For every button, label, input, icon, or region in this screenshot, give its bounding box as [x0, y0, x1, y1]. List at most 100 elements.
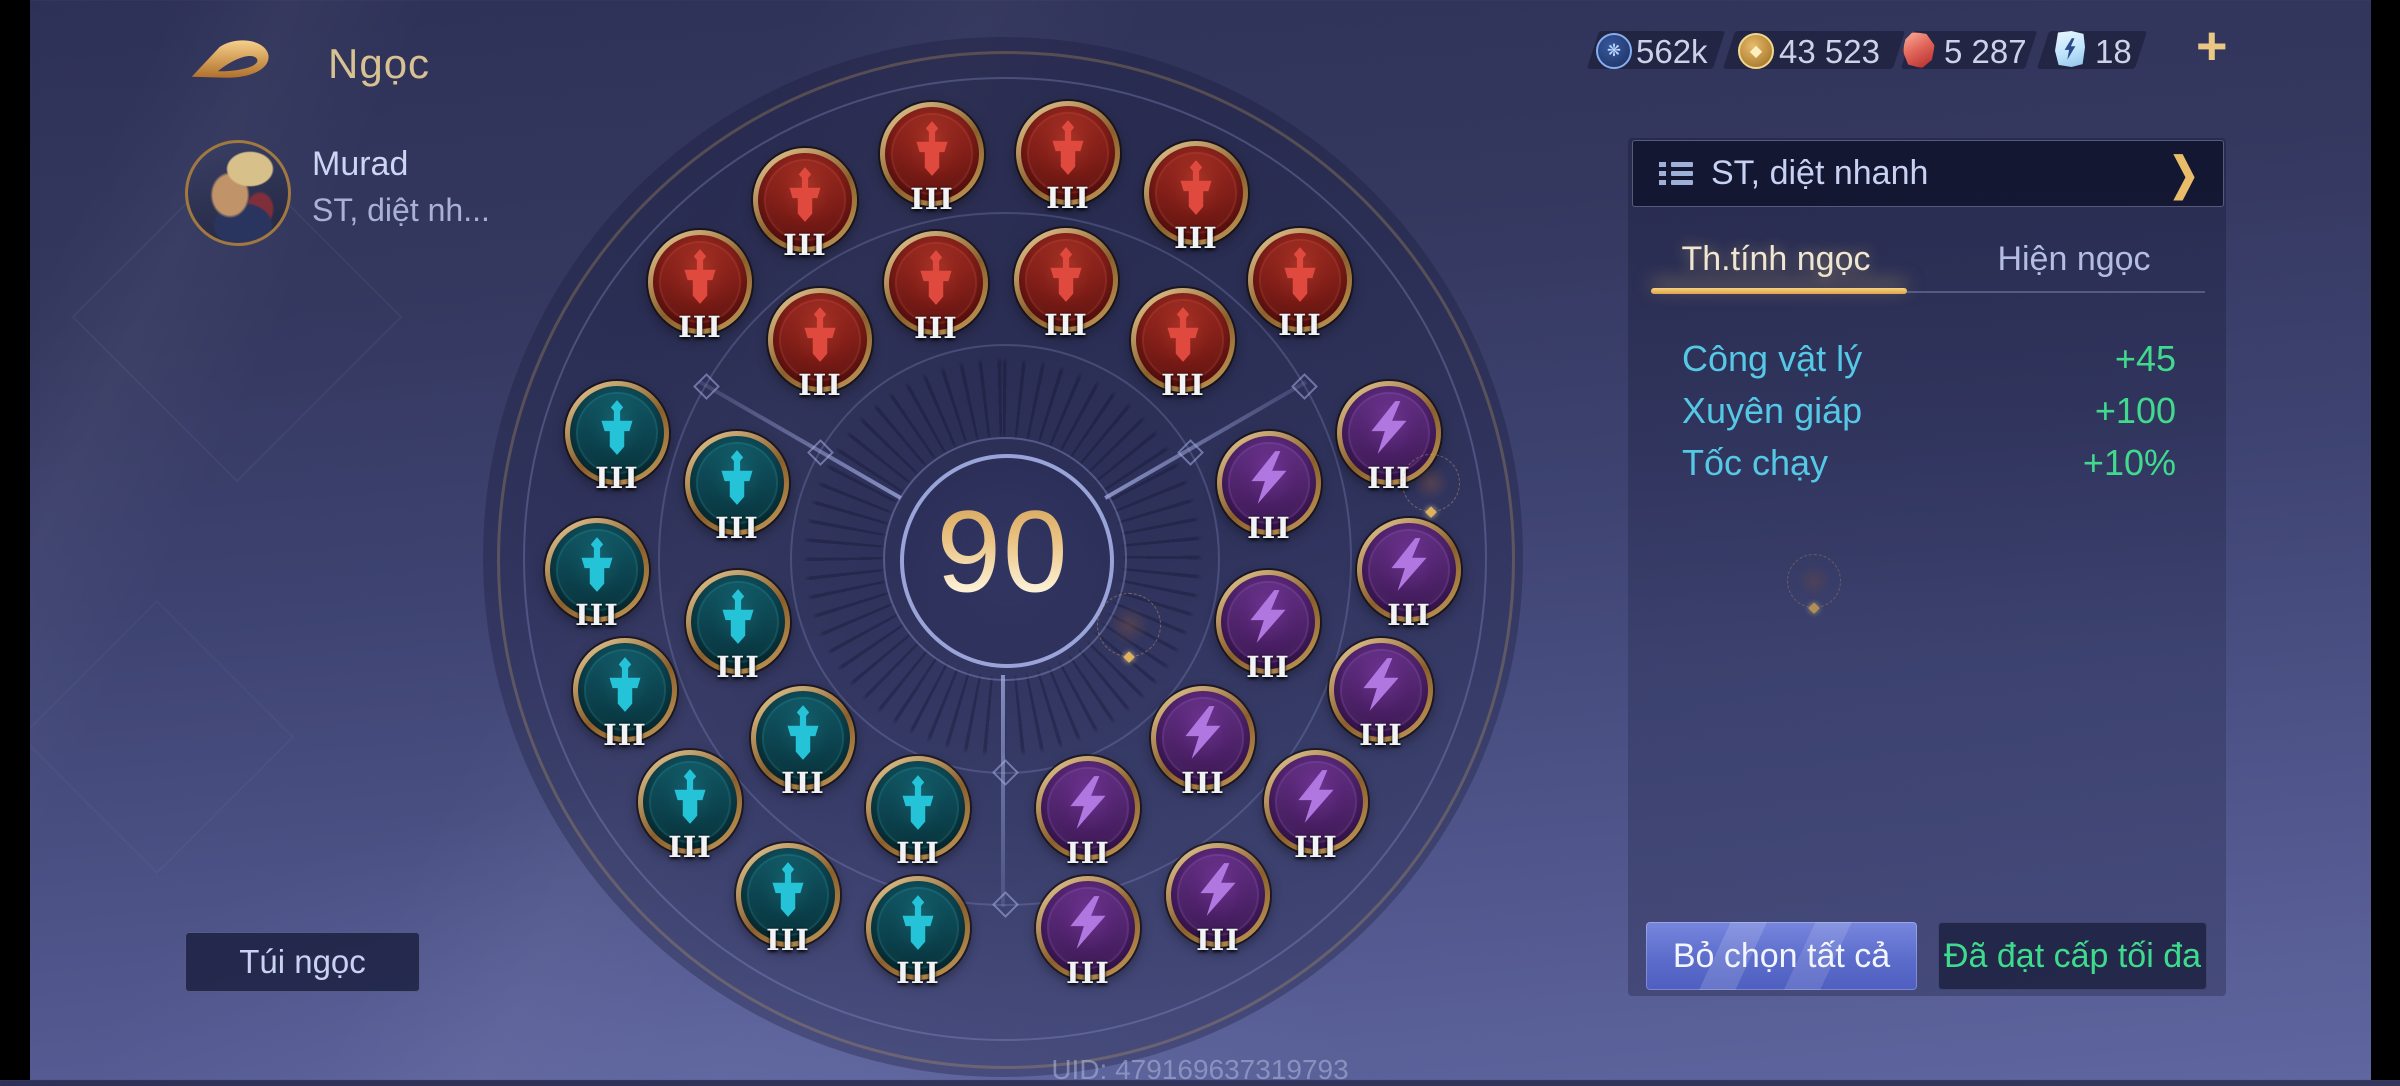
- rune-bolt-icon: [1185, 706, 1221, 759]
- rune-bolt-icon: [1251, 451, 1287, 504]
- rune-red[interactable]: III: [768, 288, 872, 402]
- red-gem-amount: 5 287: [1944, 33, 2027, 70]
- rune-teal[interactable]: III: [686, 570, 790, 684]
- rune-face: [1021, 106, 1115, 200]
- list-icon: [1659, 161, 1693, 187]
- rune-teal[interactable]: III: [736, 843, 840, 957]
- rune-sword-icon: [684, 249, 716, 304]
- rune-face: [1334, 643, 1428, 737]
- rune-purple[interactable]: III: [1036, 756, 1140, 870]
- rune-sword-icon: [902, 895, 934, 950]
- rune-tier-label: III: [1066, 836, 1110, 870]
- sparkle-decoration: ◆: [1402, 454, 1460, 520]
- rune-tier-label: III: [1278, 308, 1322, 342]
- rune-red[interactable]: III: [880, 102, 984, 216]
- rune-purple[interactable]: III: [1151, 686, 1255, 800]
- rune-teal[interactable]: III: [638, 750, 742, 864]
- sparkle-decoration: ◆: [1787, 554, 1841, 616]
- voucher-ticket-icon: [2055, 31, 2085, 67]
- rune-bolt-icon: [1298, 770, 1334, 823]
- rune-sword-icon: [1052, 120, 1084, 175]
- back-button[interactable]: [188, 34, 272, 86]
- tab-rune-stats[interactable]: Th.tính ngọc: [1681, 240, 1871, 278]
- rune-red[interactable]: III: [1131, 288, 1235, 402]
- page-title: Ngọc: [328, 40, 431, 87]
- rune-purple[interactable]: III: [1216, 570, 1320, 684]
- rune-tier-label: III: [781, 766, 825, 800]
- rune-tier-label: III: [715, 511, 759, 545]
- rune-sword-icon: [804, 307, 836, 362]
- rune-purple[interactable]: III: [1357, 518, 1461, 632]
- rune-face: [1171, 848, 1265, 942]
- rune-page-level: 90: [936, 486, 1070, 617]
- uid-text: UID: 479169637319793: [1051, 1054, 1349, 1085]
- rune-face: [1221, 575, 1315, 669]
- rune-face: [1253, 233, 1347, 327]
- rune-tier-label: III: [766, 923, 810, 957]
- rune-red[interactable]: III: [1014, 228, 1118, 342]
- rune-tier-label: III: [896, 836, 940, 870]
- rune-tier-label: III: [716, 650, 760, 684]
- rune-sword-icon: [920, 250, 952, 305]
- rune-red[interactable]: III: [1248, 228, 1352, 342]
- rune-teal[interactable]: III: [866, 876, 970, 990]
- rune-face: [756, 691, 850, 785]
- ring-node: [992, 759, 1019, 786]
- screen-edge-right: [2371, 0, 2400, 1080]
- rune-teal[interactable]: III: [866, 756, 970, 870]
- background-diamond-ornament: [20, 600, 294, 874]
- rune-teal[interactable]: III: [565, 381, 669, 495]
- rune-teal[interactable]: III: [545, 518, 649, 632]
- rune-red[interactable]: III: [1016, 101, 1120, 215]
- rune-bolt-icon: [1070, 896, 1106, 949]
- rune-face: [773, 293, 867, 387]
- rune-sword-icon: [601, 400, 633, 455]
- rune-tier-label: III: [595, 461, 639, 495]
- rune-face: [1149, 146, 1243, 240]
- rune-face: [550, 523, 644, 617]
- rune-teal[interactable]: III: [573, 638, 677, 752]
- rune-face: [691, 575, 785, 669]
- rune-tier-label: III: [1387, 598, 1431, 632]
- rune-sword-icon: [789, 167, 821, 222]
- rune-sword-icon: [1167, 307, 1199, 362]
- tab-divider: [1651, 291, 2205, 293]
- rune-purple[interactable]: III: [1217, 431, 1321, 545]
- rune-purple[interactable]: III: [1329, 638, 1433, 752]
- stat-label: Công vật lý: [1682, 338, 1863, 379]
- sector-divider: [1001, 675, 1005, 907]
- stat-value: +45: [2114, 338, 2176, 379]
- rune-tier-label: III: [783, 228, 827, 262]
- add-currency-button[interactable]: +: [2196, 16, 2228, 76]
- rune-bolt-icon: [1391, 538, 1427, 591]
- rune-tier-label: III: [1247, 511, 1291, 545]
- rune-tier-label: III: [575, 598, 619, 632]
- rune-purple[interactable]: III: [1166, 843, 1270, 957]
- rune-bag-button[interactable]: Túi ngọc: [185, 932, 420, 992]
- rune-tier-label: III: [668, 830, 712, 864]
- rune-face: [1362, 523, 1456, 617]
- rune-red[interactable]: III: [1144, 141, 1248, 255]
- max-level-button[interactable]: Đã đạt cấp tối đa: [1938, 922, 2207, 990]
- rune-sword-icon: [674, 769, 706, 824]
- rune-face: [758, 153, 852, 247]
- rune-panel: [1628, 138, 2226, 996]
- rune-purple[interactable]: III: [1264, 750, 1368, 864]
- ring-node: [693, 373, 720, 400]
- rune-sword-icon: [1180, 160, 1212, 215]
- rune-face: [643, 755, 737, 849]
- rune-teal[interactable]: III: [751, 686, 855, 800]
- rune-purple[interactable]: III: [1036, 876, 1140, 990]
- rune-red[interactable]: III: [884, 231, 988, 345]
- rune-sword-icon: [772, 862, 804, 917]
- tab-show-runes[interactable]: Hiện ngọc: [1997, 240, 2151, 278]
- rune-teal[interactable]: III: [685, 431, 789, 545]
- player-build-short: ST, diệt nh...: [312, 192, 490, 228]
- rune-build-selector[interactable]: ST, diệt nhanh ❯: [1632, 140, 2224, 207]
- rune-tier-label: III: [910, 182, 954, 216]
- player-avatar[interactable]: [185, 140, 291, 246]
- rune-red[interactable]: III: [648, 230, 752, 344]
- rune-tier-label: III: [1174, 221, 1218, 255]
- deselect-all-button[interactable]: Bỏ chọn tất cả: [1646, 922, 1917, 990]
- rune-red[interactable]: III: [753, 148, 857, 262]
